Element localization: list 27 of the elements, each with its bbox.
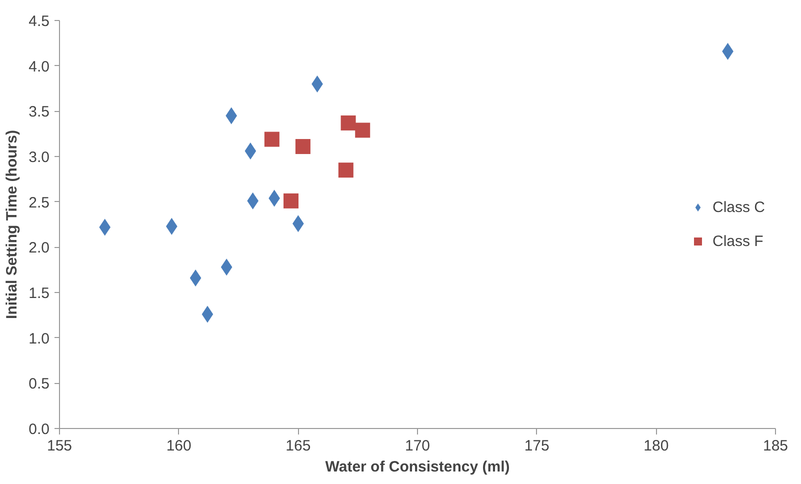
- y-tick-label: 1.0: [28, 330, 50, 348]
- y-tick-label: 0.5: [28, 376, 50, 393]
- x-tick-label: 165: [286, 438, 311, 454]
- y-tick-label: 2.5: [28, 194, 50, 212]
- point: [295, 139, 310, 154]
- y-tick-label: 0.0: [28, 421, 50, 438]
- x-tick-label: 170: [404, 438, 430, 454]
- y-tick-label: 1.5: [28, 285, 50, 302]
- x-axis-title: Water of Consistency (ml): [325, 458, 510, 476]
- x-tick-label: 155: [46, 438, 72, 454]
- y-tick-label: 2.0: [28, 240, 50, 257]
- point: [355, 122, 370, 138]
- legend-label: Class C: [712, 198, 765, 216]
- x-tick-label: 185: [762, 438, 788, 454]
- point: [284, 193, 299, 208]
- y-tick-label: 4.5: [28, 13, 50, 30]
- y-tick-label: 3.0: [28, 149, 50, 166]
- legend-label: Class F: [712, 232, 764, 250]
- point: [264, 132, 280, 147]
- point: [338, 162, 354, 178]
- y-tick-label: 3.5: [28, 104, 50, 121]
- x-tick-label: 175: [524, 438, 550, 454]
- x-tick-label: 180: [644, 438, 669, 454]
- point: [340, 115, 356, 130]
- x-tick-label: 160: [166, 438, 192, 454]
- y-tick-label: 4.0: [28, 58, 50, 76]
- y-axis-title: Initial Setting Time (hours): [4, 130, 21, 319]
